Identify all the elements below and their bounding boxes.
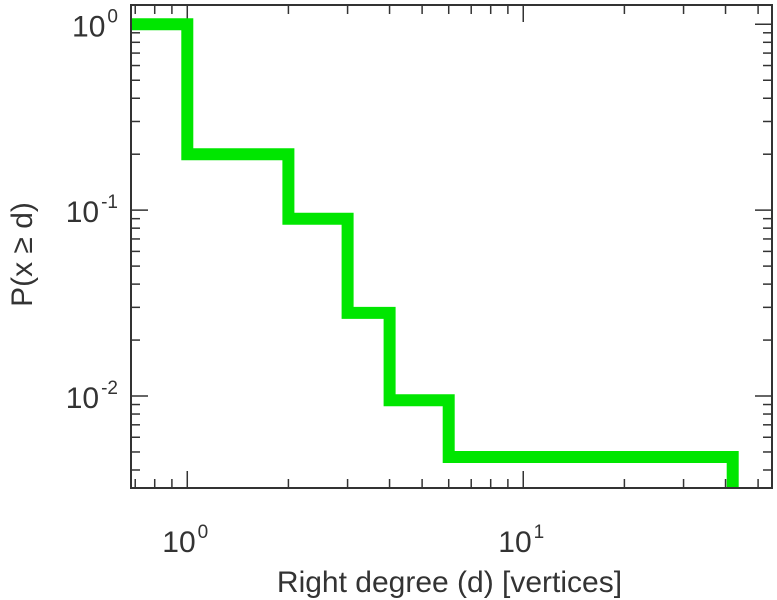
y-axis-title: P(x ≥ d) [6, 202, 39, 307]
series-layer [131, 18, 739, 488]
plot-frame [130, 4, 773, 489]
y-tick-label: 10 -1 [66, 192, 118, 229]
x-tick-label: 10 0 [162, 522, 208, 559]
x-tick-label: 10 1 [498, 522, 544, 559]
series-line [131, 18, 739, 488]
minor-ticks [131, 5, 772, 488]
y-tick-label: 10 0 [72, 6, 118, 43]
y-tick-label: 10 -2 [66, 378, 118, 415]
x-axis-title: Right degree (d) [vertices] [277, 566, 622, 599]
